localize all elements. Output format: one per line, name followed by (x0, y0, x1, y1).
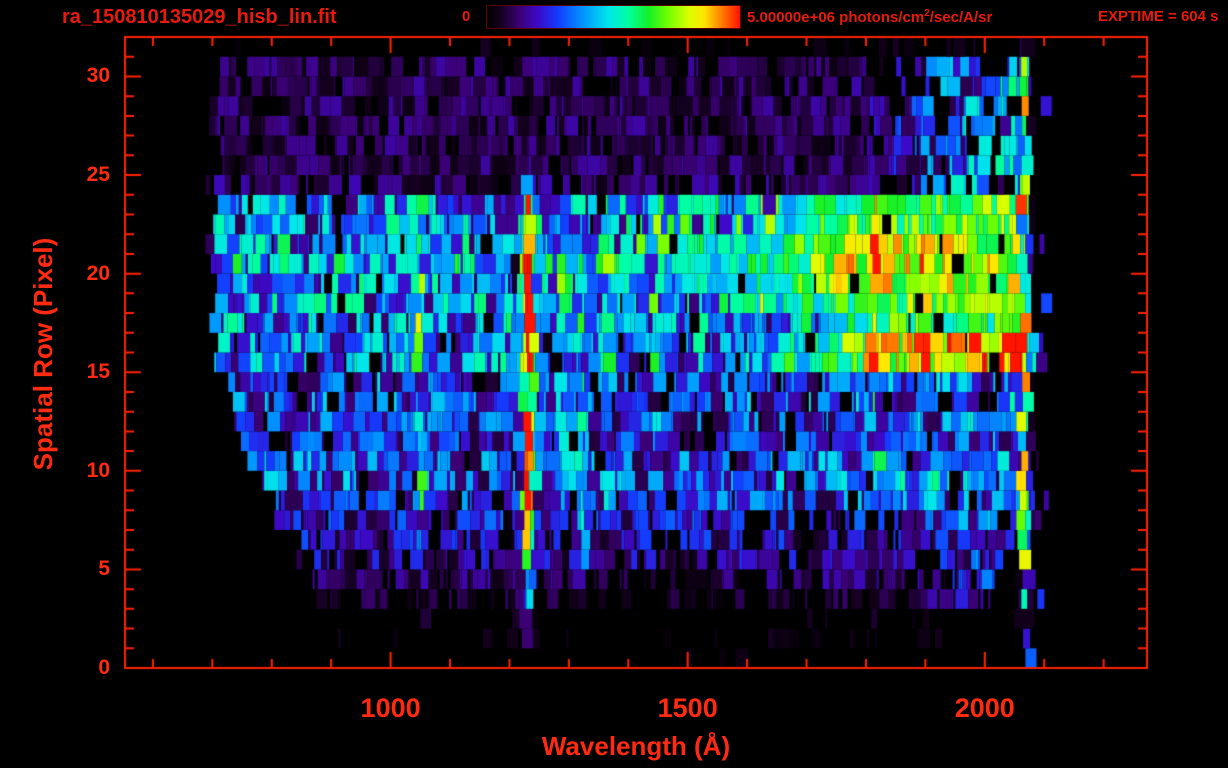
y-tick-label: 25 (86, 163, 110, 187)
x-axis-label: Wavelength (Å) (541, 731, 731, 761)
y-tick-label: 15 (86, 360, 110, 384)
x-tick-label: 2000 (954, 693, 1015, 723)
x-tick-label: 1500 (657, 693, 718, 723)
y-tick-label: 5 (98, 557, 110, 581)
y-tick-label: 10 (86, 458, 110, 482)
x-tick-label: 1000 (360, 693, 421, 723)
y-tick-label: 30 (86, 64, 110, 88)
y-tick-label: 20 (86, 261, 110, 285)
y-tick-label: 0 (98, 656, 110, 679)
y-axis-label: Spatial Row (Pixel) (28, 237, 58, 471)
